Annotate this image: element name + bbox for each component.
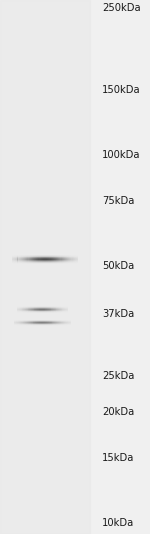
Text: 50kDa: 50kDa [102,261,134,271]
Text: 37kDa: 37kDa [102,309,134,319]
Text: 150kDa: 150kDa [102,85,141,95]
Text: 100kDa: 100kDa [102,150,141,160]
Bar [0,0,90,534]
Text: 75kDa: 75kDa [102,195,134,206]
Text: 10kDa: 10kDa [102,518,134,528]
Text: 250kDa: 250kDa [102,3,141,13]
Text: 15kDa: 15kDa [102,453,134,463]
Text: 20kDa: 20kDa [102,407,134,417]
Text: 25kDa: 25kDa [102,372,134,381]
